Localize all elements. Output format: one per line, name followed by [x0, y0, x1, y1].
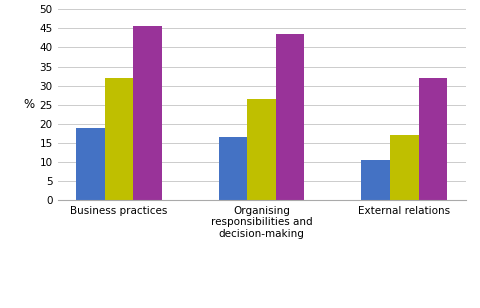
Bar	[419, 78, 447, 200]
Y-axis label: %: %	[24, 98, 35, 111]
Bar	[247, 99, 276, 200]
Bar	[105, 78, 133, 200]
Bar	[361, 160, 390, 200]
Bar	[390, 135, 419, 200]
Legend: 10-49, 50-249, 250-: 10-49, 50-249, 250-	[185, 305, 338, 308]
Bar	[219, 137, 247, 200]
Bar	[76, 128, 105, 200]
Bar	[276, 34, 304, 200]
Bar	[133, 26, 162, 200]
